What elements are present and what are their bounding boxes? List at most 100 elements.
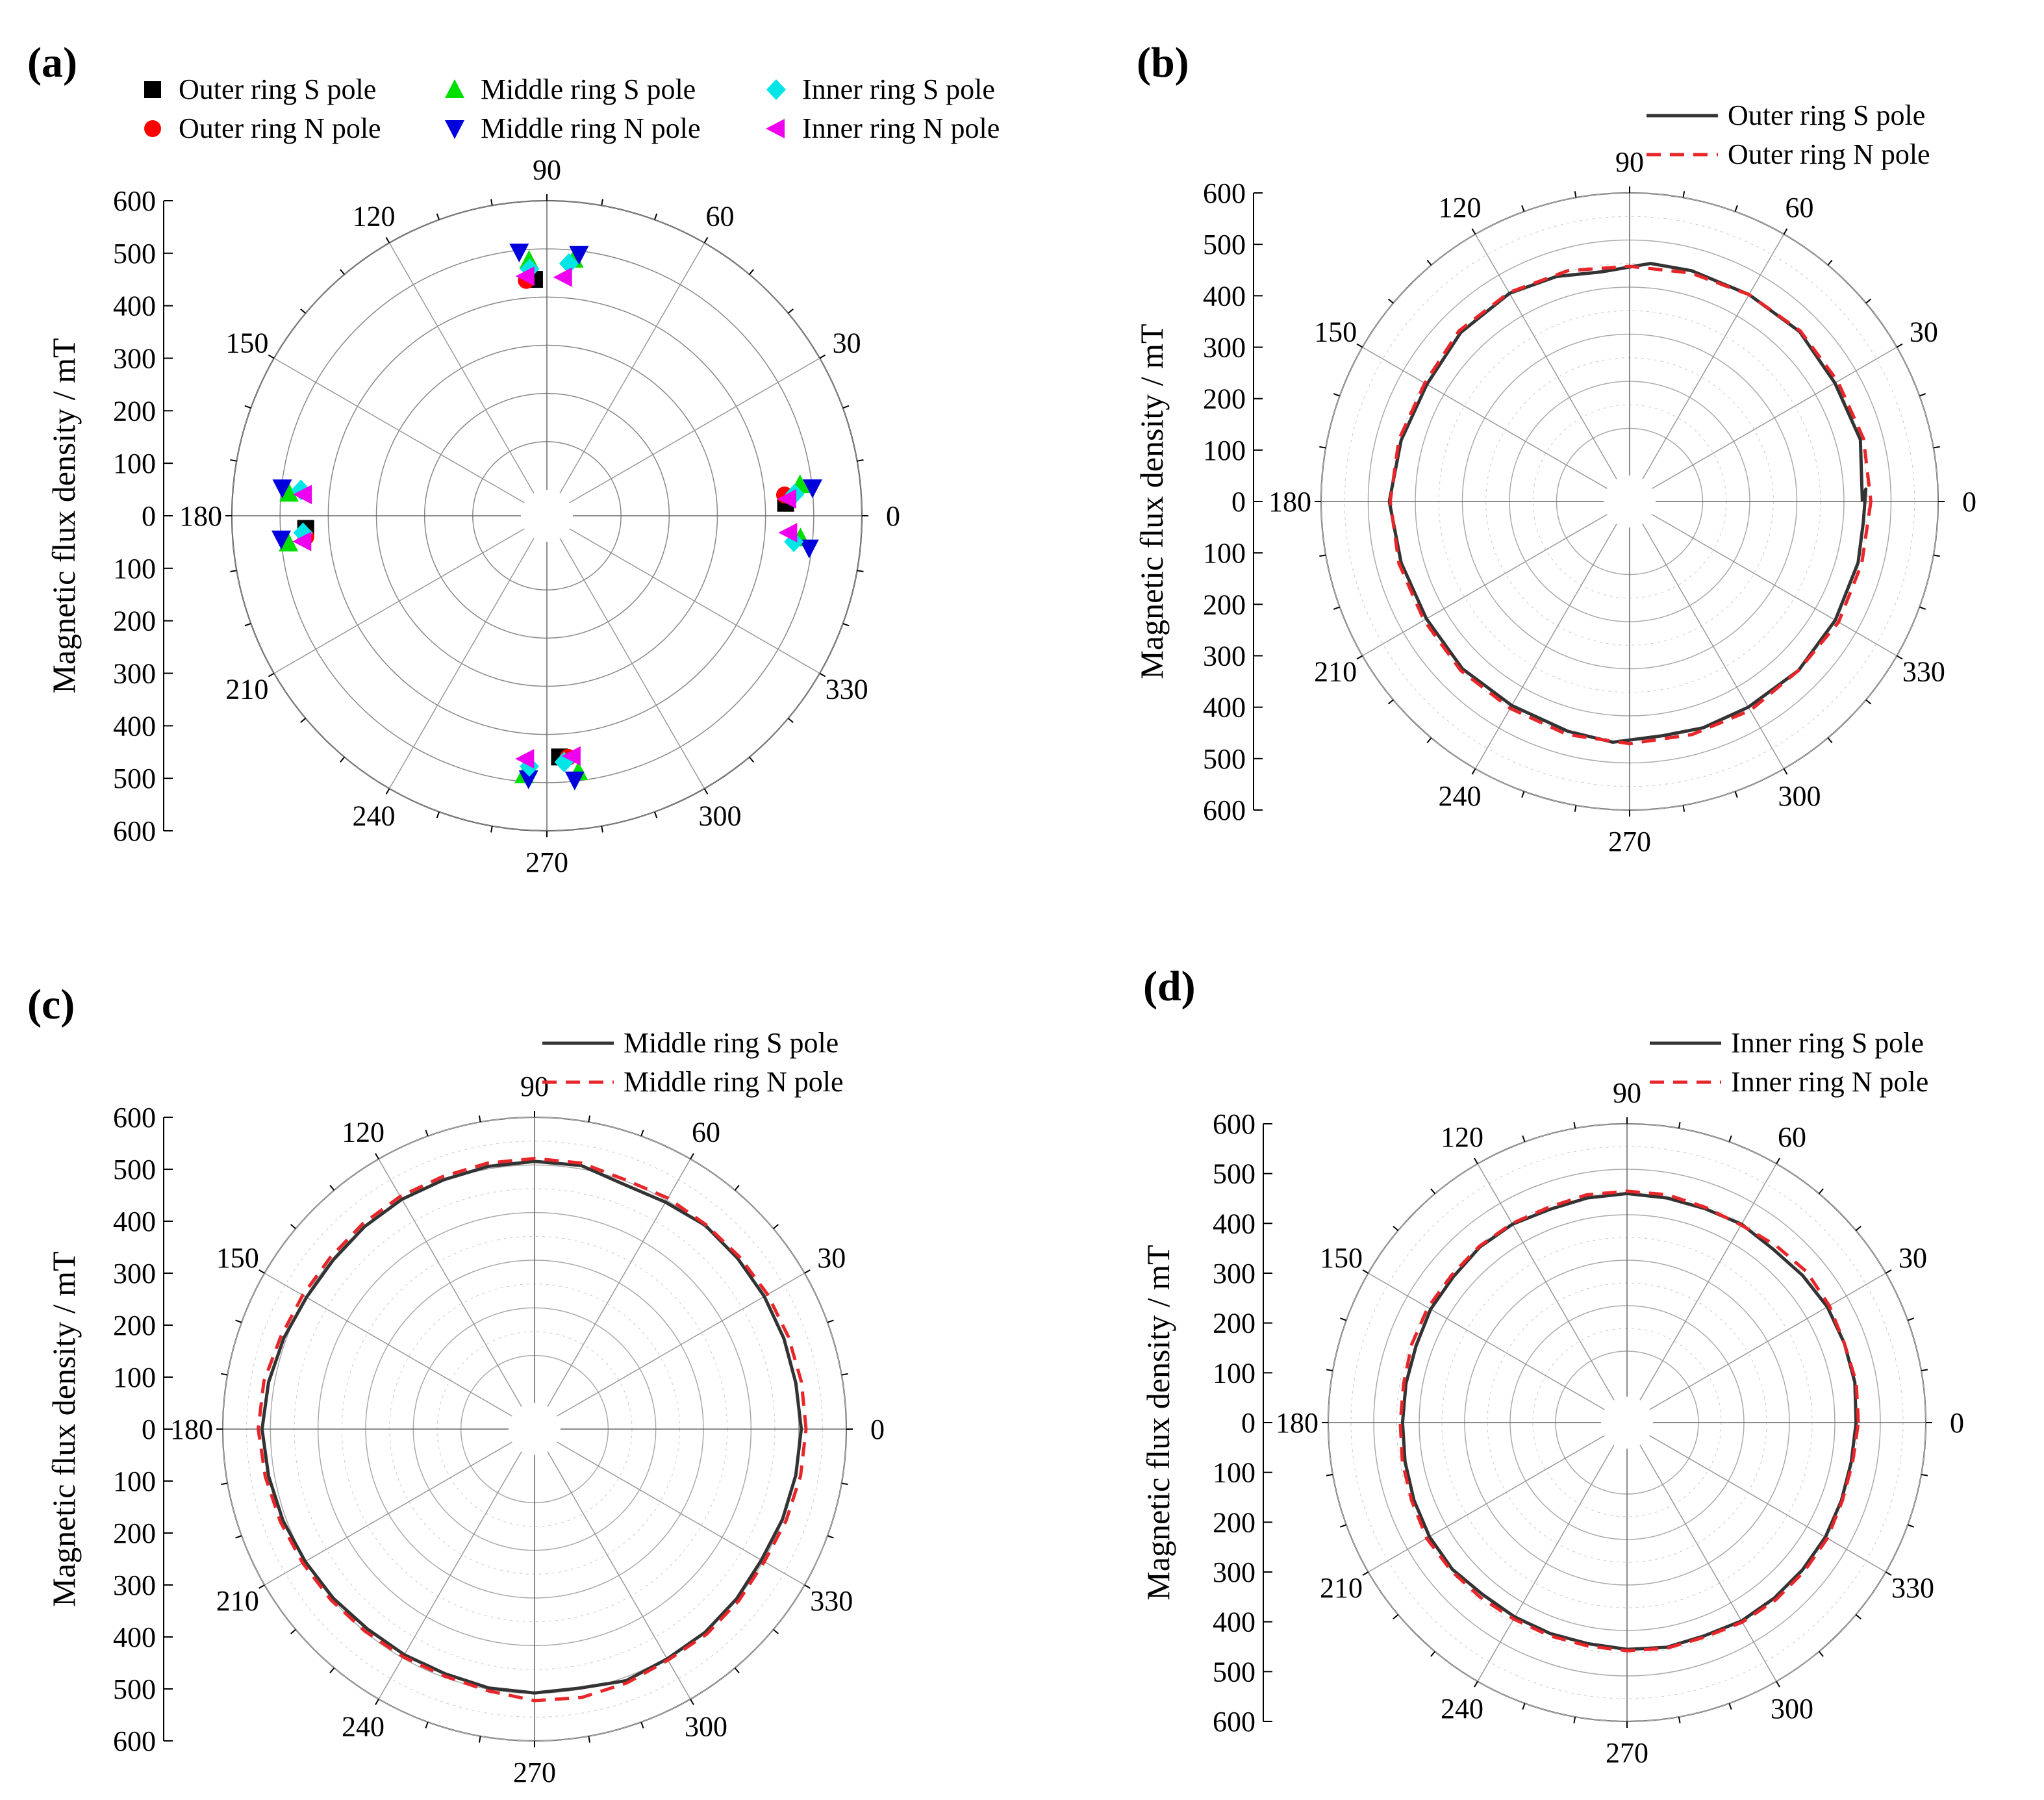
angle-tick [1522,1703,1526,1710]
legend-item: Middle ring N pole [542,1066,844,1098]
angle-tick [842,622,850,627]
angle-tick [690,1699,694,1705]
polar-grid-c [216,1111,853,1747]
angle-tick [436,213,440,220]
angle-tick [1776,1158,1780,1165]
angle-label: 270 [525,846,568,878]
radial-tick-label: 600 [1213,1706,1255,1738]
polar-grid-b [1315,186,1945,817]
angle-labels-a: 0 30 60 90 120 150 180 210 240 270 300 330 [179,154,900,878]
grid-spoke [1649,1435,1886,1573]
radial-tick-label: 500 [113,238,156,270]
radial-scale-c: 600 500 400 300 200 100 0 100 200 300 400 500 600 Mag… [45,1102,173,1757]
angle-tick [857,570,864,572]
angle-label: 150 [216,1242,259,1274]
angle-tick [425,1130,429,1137]
angle-tick [1474,1158,1478,1165]
angle-label: 120 [342,1117,385,1148]
angle-tick [1827,737,1833,744]
angle-tick [1426,259,1432,266]
radial-tick-label: 400 [113,1206,156,1237]
angle-tick [230,459,237,462]
angle-label: 210 [1314,656,1357,688]
angle-tick [235,1535,242,1539]
angle-tick [703,236,709,244]
angle-tick [235,1319,242,1323]
angle-tick [230,570,237,572]
angle-tick [1921,1369,1928,1372]
grid-spoke [569,528,820,674]
legend-marker [766,79,786,100]
legend-item: Middle ring S pole [542,1027,839,1059]
angle-label: 120 [1441,1121,1483,1153]
data-series-b [1387,262,1873,746]
angle-tick [601,826,603,833]
radial-tick-label: 300 [113,1258,156,1289]
series-line-0 [1400,1191,1858,1651]
angle-label: 0 [886,500,900,532]
grid-spoke [1477,1163,1615,1401]
angle-tick [1393,1226,1399,1232]
angle-tick [653,213,658,220]
angle-label: 240 [1441,1693,1483,1725]
data-point [272,479,292,499]
radial-tick-label: 400 [1213,1606,1255,1638]
angle-tick [1678,1121,1681,1129]
radial-tick-label: 600 [113,185,156,217]
series-line-1 [1388,264,1873,746]
series-line-0 [260,1160,803,1695]
grid-spoke [1642,234,1785,479]
angle-tick [1326,1473,1333,1477]
angle-tick [1387,699,1394,705]
angle-tick [1728,1703,1732,1710]
angle-tick [734,1184,740,1191]
radial-tick-label: 100 [1213,1457,1255,1489]
data-point [559,253,579,274]
grid-spoke [1649,1273,1886,1410]
angle-tick [588,1115,591,1122]
angle-tick [1885,1571,1892,1576]
angle-label: 180 [1276,1407,1319,1439]
angle-tick [259,1584,265,1589]
radial-tick-label: 600 [1213,1108,1255,1140]
angle-tick [1362,1571,1369,1576]
angle-tick [1393,1614,1399,1619]
angle-label: 300 [699,800,742,832]
legend-marker [445,79,464,98]
radial-tick-label: 500 [1203,743,1246,775]
angle-label: 60 [1778,1121,1806,1153]
angle-tick [1319,554,1326,557]
legend-label: Outer ring N pole [179,112,381,144]
angle-label: 300 [1771,1693,1813,1725]
angle-tick [1865,298,1872,304]
angle-label: 30 [1910,316,1938,348]
radial-tick-label: 300 [113,1569,156,1601]
angle-label: 30 [833,327,861,359]
grid-spoke [569,357,820,503]
radial-tick-label: 400 [1203,692,1246,724]
angle-label: 150 [225,327,268,359]
angle-labels-d: 0 30 60 90 120 150 180 210 240 270 300 330 [1276,1077,1964,1769]
angle-tick [436,811,440,818]
angle-tick [1574,805,1577,812]
radial-scale-a: 600 500 400 300 200 100 0 100 200 300 400 500 600 Mag… [45,185,173,847]
radial-tick-label: 200 [113,395,156,427]
radial-tick-label: 200 [1213,1308,1255,1339]
angle-tick [804,1584,811,1589]
angle-label: 90 [1613,1077,1641,1109]
angle-tick [1333,606,1340,610]
angle-tick [1865,699,1872,705]
angle-tick [1933,446,1940,449]
angle-tick [1471,228,1476,235]
series-5 [292,266,798,769]
angle-label: 30 [1899,1242,1927,1274]
legend-label: Middle ring N pole [481,112,701,144]
angle-tick [1907,1524,1914,1528]
angle-tick [1896,655,1903,660]
grid-spoke [1474,524,1617,769]
data-point [293,485,312,505]
angle-label: 60 [1785,192,1814,223]
radial-tick-label: 0 [1231,486,1246,518]
y-axis-label: Magnetic flux density / mT [1133,323,1170,679]
